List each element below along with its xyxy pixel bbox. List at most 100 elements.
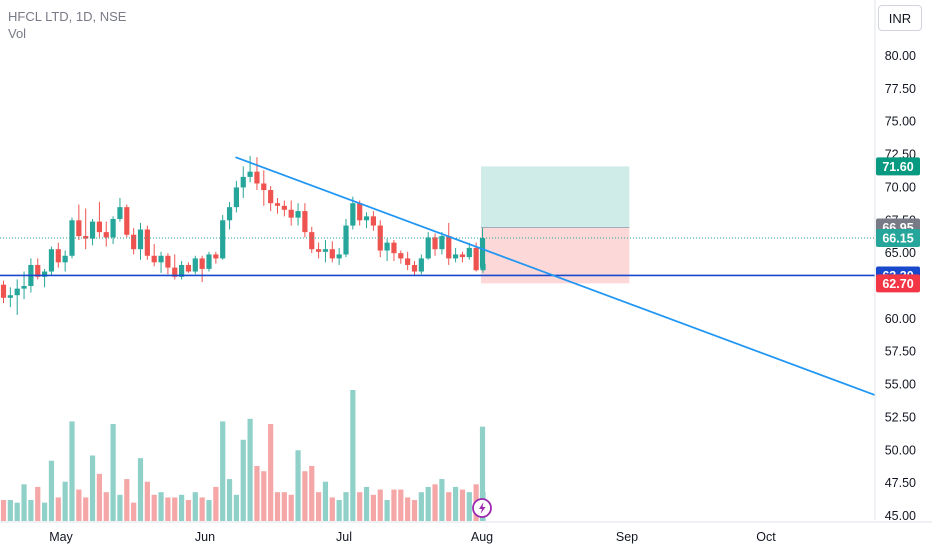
volume-bar xyxy=(453,486,459,521)
price-axis[interactable]: 80.0077.5075.0072.5070.0067.5065.0062.50… xyxy=(874,0,916,523)
candle-body xyxy=(411,264,418,272)
candle-body xyxy=(247,171,253,177)
volume-bar xyxy=(110,424,116,521)
currency-button[interactable]: INR xyxy=(878,5,922,31)
candle-body xyxy=(391,242,397,254)
volume-bar xyxy=(261,471,267,521)
price-badge xyxy=(876,274,920,293)
volume-bar xyxy=(446,492,452,521)
candle-body xyxy=(322,249,329,252)
candle-body xyxy=(370,216,376,226)
volume-bar xyxy=(158,492,164,521)
price-tick-label: 45.00 xyxy=(885,509,916,523)
volume-bar xyxy=(439,479,445,521)
price-tick-label: 70.00 xyxy=(885,180,916,194)
symbol-title[interactable]: HFCL LTD, 1D, NSE xyxy=(8,9,127,24)
time-axis[interactable]: May Jun Jul Aug Sep Oct xyxy=(0,521,932,544)
volume-bar xyxy=(62,481,68,521)
candle-body xyxy=(309,232,315,250)
volume-bar xyxy=(14,502,20,521)
volume-bar xyxy=(316,492,322,521)
price-badge-label: 62.70 xyxy=(882,277,913,291)
candle-body xyxy=(206,254,212,269)
volume-bar xyxy=(124,479,130,521)
candle-body xyxy=(329,249,335,259)
candle-body xyxy=(0,284,7,298)
candle-body xyxy=(103,232,109,238)
price-tick-label: 65.00 xyxy=(885,246,916,260)
candle-body xyxy=(466,247,472,258)
volume-bar xyxy=(83,497,89,521)
volume-bar xyxy=(357,492,363,521)
candle-body xyxy=(479,238,486,268)
candle-body xyxy=(254,171,260,184)
candle-body xyxy=(96,221,102,233)
candle-body xyxy=(35,264,41,277)
candle-body xyxy=(418,258,424,272)
volume-bar xyxy=(459,489,466,521)
volume-bar xyxy=(425,486,431,521)
candle-body xyxy=(384,242,390,251)
volume-bar xyxy=(398,489,404,521)
volume-bar xyxy=(172,497,178,521)
volume-bar xyxy=(42,502,48,521)
volume-bar xyxy=(405,497,411,521)
volume-bar xyxy=(233,494,239,521)
candle-body xyxy=(281,205,287,210)
drawings[interactable] xyxy=(0,156,876,396)
volume-bar xyxy=(165,497,171,521)
price-badge-label: 71.60 xyxy=(882,160,913,174)
volume-bar xyxy=(288,494,294,521)
volume-bar xyxy=(466,492,472,521)
volume-bar xyxy=(391,489,397,521)
volume-bar xyxy=(7,500,13,521)
volume-bar xyxy=(479,426,486,521)
target-zone xyxy=(481,166,630,228)
price-tick-label: 47.50 xyxy=(885,476,916,490)
volume-bar xyxy=(274,492,281,521)
volume-bar xyxy=(370,494,376,521)
volume-bar xyxy=(185,500,192,521)
candle-body xyxy=(261,183,267,191)
candle-body xyxy=(199,258,205,269)
volume-bar xyxy=(192,492,198,521)
trendline xyxy=(235,156,876,396)
volume-bar xyxy=(151,494,157,521)
volume-bar xyxy=(343,492,349,521)
volume-bar xyxy=(48,460,55,521)
volume-bar xyxy=(28,500,34,521)
volume-bar xyxy=(35,486,41,521)
time-tick-label: May xyxy=(49,530,73,544)
candle-body xyxy=(425,237,431,259)
price-badge xyxy=(876,229,920,248)
candle-body xyxy=(7,295,13,298)
candle-body xyxy=(240,176,246,188)
candle-body xyxy=(179,264,185,277)
candle-body xyxy=(213,254,219,259)
volume-bar xyxy=(144,481,150,521)
candle-body xyxy=(343,225,349,255)
price-tick-label: 60.00 xyxy=(885,312,916,326)
candle-body xyxy=(350,203,356,226)
candle-body xyxy=(158,255,164,263)
candle-body xyxy=(137,229,144,250)
candle-body xyxy=(83,236,89,239)
candle-body xyxy=(55,249,61,263)
position-tool[interactable] xyxy=(481,166,630,284)
volume-bar xyxy=(302,471,308,521)
volume-bar xyxy=(432,484,438,521)
lightning-icon[interactable] xyxy=(472,498,492,518)
price-tick-label: 52.50 xyxy=(885,410,916,424)
volume-bar xyxy=(240,439,246,521)
candle-body xyxy=(268,190,274,204)
volume-bar xyxy=(384,500,390,521)
time-tick-label: Jul xyxy=(336,530,352,544)
price-tick-label: 50.00 xyxy=(885,443,916,457)
volume-bar xyxy=(89,455,96,521)
candle-body xyxy=(62,255,68,263)
volume-bar xyxy=(329,497,335,521)
volume-label[interactable]: Vol xyxy=(8,26,27,41)
price-tick-label: 80.00 xyxy=(885,49,916,63)
